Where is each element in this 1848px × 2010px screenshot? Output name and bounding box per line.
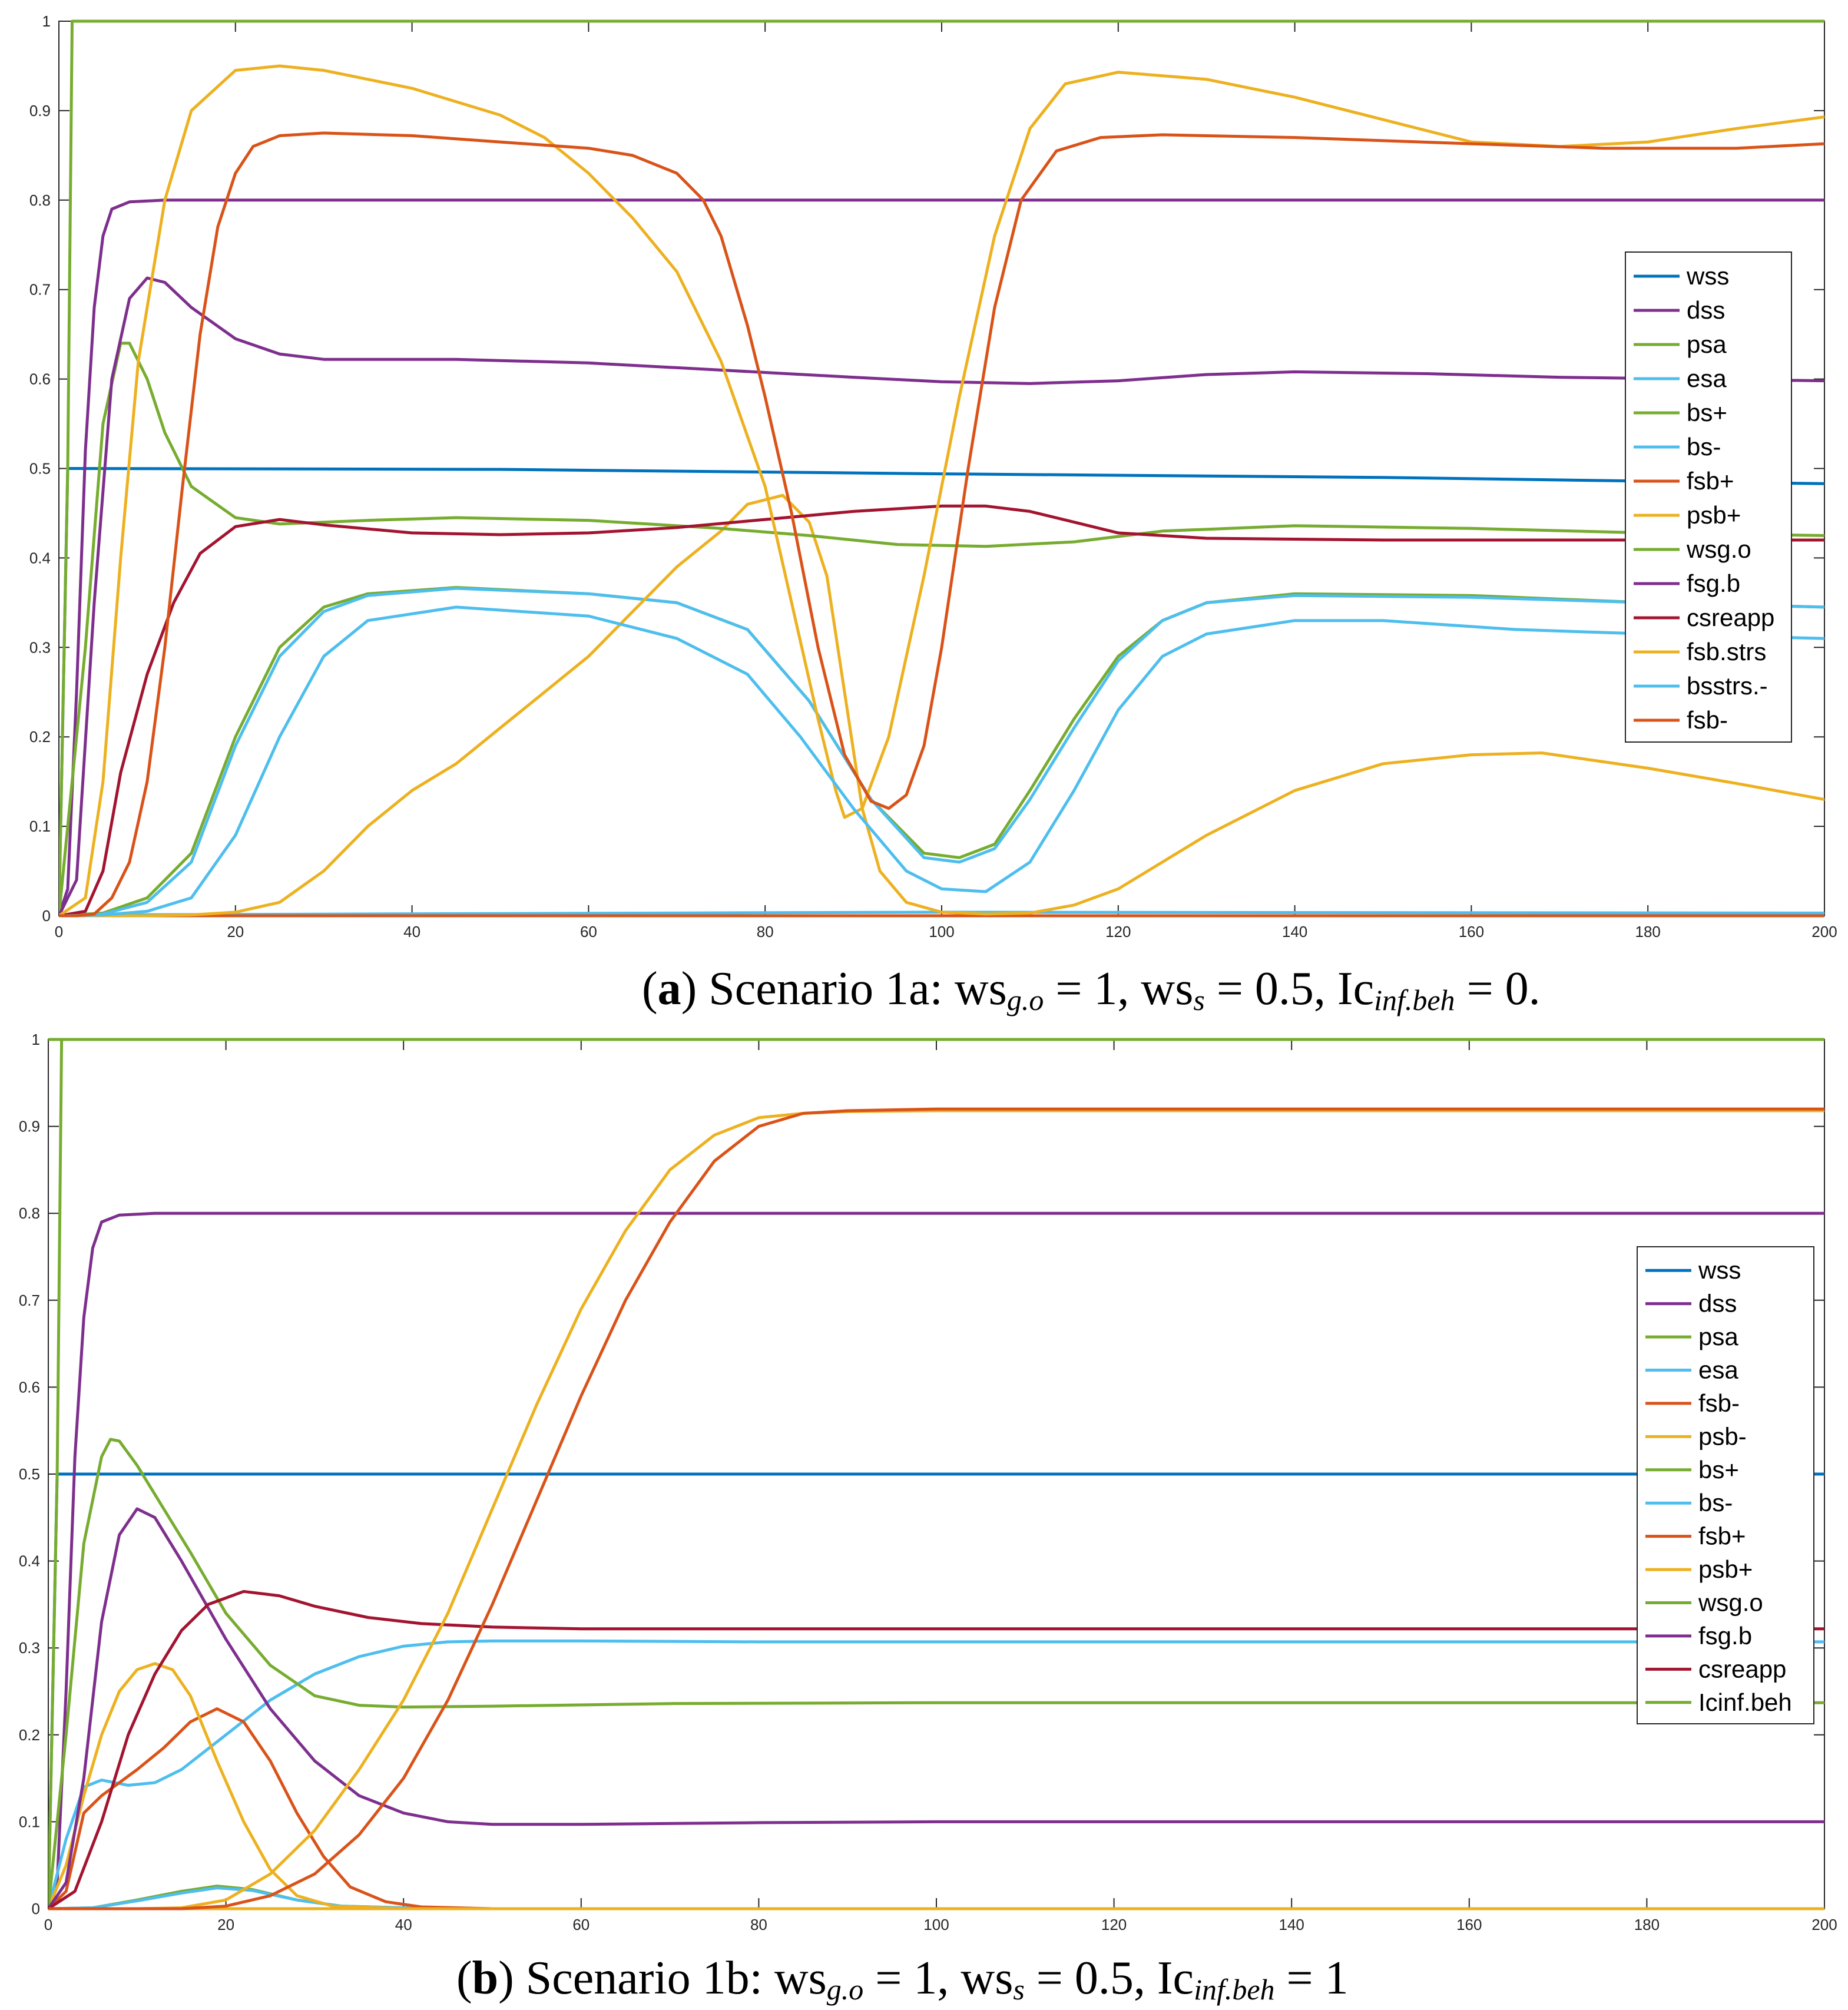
- x-tick-label: 20: [227, 923, 244, 941]
- y-tick-label: 0.1: [19, 1813, 40, 1830]
- x-tick-label: 160: [1456, 1916, 1482, 1933]
- y-tick-label: 0.8: [29, 191, 51, 209]
- series-line-fsb-strs: [59, 64, 1824, 918]
- x-tick-label: 120: [1105, 923, 1131, 941]
- legend-label: psa: [1687, 330, 1727, 358]
- legend-label: csreapp: [1698, 1655, 1786, 1683]
- series-line-psb-: [48, 1662, 1824, 1910]
- y-tick-label: 0.3: [29, 638, 51, 656]
- legend-label: bs+: [1698, 1456, 1739, 1484]
- series-line-bsstrs-: [59, 605, 1824, 918]
- legend-label: bs-: [1687, 433, 1721, 461]
- legend-label: esa: [1698, 1356, 1738, 1384]
- y-tick-label: 0.2: [29, 728, 51, 746]
- legend-label: fsb.strs: [1687, 638, 1766, 665]
- y-tick-label: 1: [42, 12, 51, 30]
- legend-label: bs-: [1698, 1489, 1733, 1516]
- legend-label: fsg.b: [1698, 1622, 1752, 1650]
- legend: wss dss psa esa fsb-psb-bs+ bs-fsb+ psb+ wsg.o f…: [1637, 1246, 1814, 1724]
- y-tick-label: 0.6: [29, 370, 51, 388]
- y-tick-label: 0: [32, 1900, 40, 1918]
- y-tick-label: 0.7: [29, 281, 51, 299]
- series-line-fsb-: [48, 1707, 1824, 1910]
- y-tick-label: 1: [32, 1031, 40, 1048]
- x-tick-label: 80: [750, 1916, 767, 1933]
- x-tick-label: 40: [403, 923, 420, 941]
- legend-label: psb+: [1698, 1555, 1753, 1583]
- legend-label: dss: [1698, 1290, 1737, 1317]
- y-tick-label: 0: [42, 907, 51, 925]
- legend-label: wss: [1686, 262, 1729, 290]
- x-tick-label: 200: [1811, 923, 1837, 941]
- legend-label: psb+: [1687, 501, 1741, 529]
- series-group: [48, 1038, 1824, 1910]
- y-tick-label: 0.9: [19, 1118, 40, 1135]
- y-tick-label: 0.4: [19, 1552, 40, 1570]
- legend-label: esa: [1687, 365, 1727, 392]
- x-tick-label: 60: [580, 923, 597, 941]
- x-tick-label: 180: [1635, 923, 1661, 941]
- y-tick-label: 0.8: [19, 1204, 40, 1222]
- x-tick-label: 180: [1634, 1916, 1660, 1933]
- series-line-fsb-: [48, 1107, 1824, 1910]
- series-line-psb-: [59, 494, 1824, 918]
- legend-box: [1625, 251, 1792, 743]
- y-tick-label: 0.4: [29, 549, 51, 567]
- series-line-fsg-b: [59, 276, 1824, 918]
- legend-label: Icinf.beh: [1698, 1688, 1792, 1716]
- series-line-wsg-o: [59, 342, 1824, 918]
- series-line-fsg-b: [48, 1507, 1824, 1910]
- y-tick-label: 0.1: [29, 817, 51, 835]
- x-tick-label: 60: [572, 1916, 589, 1933]
- series-line-fsb-: [59, 131, 1824, 918]
- x-tick-label: 0: [55, 923, 63, 941]
- y-tick-label: 0.5: [29, 460, 51, 478]
- series-line-csreapp: [48, 1590, 1824, 1910]
- x-tick-label: 120: [1101, 1916, 1127, 1933]
- y-tick-label: 0.5: [19, 1465, 40, 1483]
- legend-label: fsb-: [1687, 706, 1728, 734]
- x-tick-label: 100: [929, 923, 954, 941]
- legend-label: fsg.b: [1687, 569, 1740, 597]
- legend-label: bs+: [1687, 399, 1727, 426]
- caption-a: (a) Scenario 1a: wsg.o = 1, wss = 0.5, I…: [642, 963, 1541, 1016]
- chart-panel-a: 0 20 40 60 80 100 120 140 160 180 200 0 0.1 0.2 0.3 0.4…: [29, 12, 1837, 941]
- y-tick-label: 0.9: [29, 102, 51, 120]
- y-tick-label: 0.6: [19, 1378, 40, 1396]
- y-tick-label: 0.2: [19, 1726, 40, 1744]
- x-tick-label: 100: [923, 1916, 949, 1933]
- series-line-esa: [48, 1639, 1824, 1910]
- legend-label: fsb-: [1698, 1389, 1740, 1417]
- series-line-wsg-o: [48, 1438, 1824, 1910]
- caption-b: (b) Scenario 1b: wsg.o = 1, wss = 0.5, I…: [456, 1952, 1349, 2006]
- y-tick-label: 0.3: [19, 1639, 40, 1657]
- legend-label: wss: [1698, 1256, 1741, 1284]
- legend-label: bsstrs.-: [1687, 672, 1768, 700]
- series-group: [59, 19, 1824, 918]
- x-tick-label: 0: [44, 1916, 52, 1933]
- x-tick-label: 140: [1279, 1916, 1304, 1933]
- x-tick-label: 80: [757, 923, 774, 941]
- legend-label: csreapp: [1687, 604, 1774, 631]
- series-line-psa: [59, 19, 1824, 918]
- x-tick-label: 160: [1459, 923, 1484, 941]
- chart-panel-b: 0 20 40 60 80 100 120 140 160 180 200 0 0.1 0.2 0.3 0.4…: [19, 1031, 1837, 1933]
- y-tick-label: 0.7: [19, 1292, 40, 1309]
- series-line-csreapp: [59, 504, 1824, 918]
- x-tick-label: 40: [395, 1916, 412, 1933]
- legend-label: psa: [1698, 1323, 1738, 1350]
- x-tick-label: 140: [1282, 923, 1307, 941]
- legend-label: fsb+: [1698, 1522, 1746, 1550]
- legend-label: wsg.o: [1686, 535, 1751, 563]
- legend: wss dss psa esa bs+ bs-fsb+ psb+ wsg.o fsg.b csre…: [1625, 251, 1792, 743]
- legend-box: [1637, 1246, 1814, 1724]
- legend-label: psb-: [1698, 1422, 1747, 1450]
- series-line-bs-: [59, 587, 1824, 918]
- legend-label: wsg.o: [1698, 1589, 1763, 1617]
- x-tick-label: 200: [1811, 1916, 1837, 1933]
- legend-label: fsb+: [1687, 467, 1734, 495]
- legend-label: dss: [1687, 296, 1725, 324]
- x-tick-label: 20: [217, 1916, 234, 1933]
